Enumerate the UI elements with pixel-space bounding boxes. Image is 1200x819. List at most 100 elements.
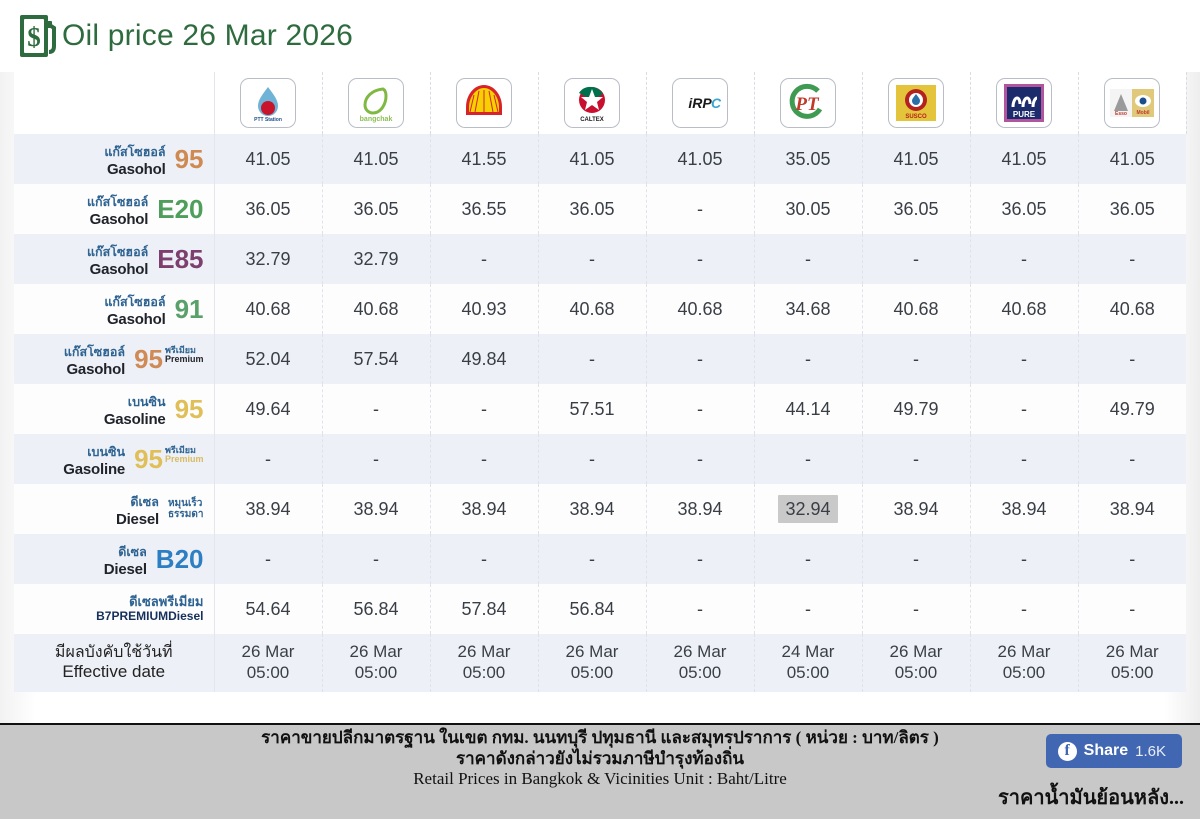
row-label-gasoline-95: เบนซิน Gasoline 95	[14, 384, 215, 434]
price-cell: 40.68	[862, 284, 971, 334]
price-cell: -	[970, 384, 1079, 434]
row-grade: 95	[134, 444, 163, 474]
price-cell: 36.05	[538, 184, 647, 234]
svg-text:PURE: PURE	[1013, 110, 1036, 119]
brand-header-pt[interactable]: PT	[754, 72, 863, 134]
brand-header-esso-mobil[interactable]: Esso Mobil	[1078, 72, 1187, 134]
footer-line-3: Retail Prices in Bangkok & Vicinities Un…	[413, 769, 787, 789]
effective-date-cell: 26 Mar 05:00	[430, 634, 539, 692]
price-cell: -	[862, 334, 971, 384]
row-grade: B20	[155, 544, 204, 574]
row-label-gasohol-95-premium: แก๊สโซฮอล์ Gasohol 95 พรีเมียม Premium	[14, 334, 215, 384]
price-cell: 36.05	[970, 184, 1079, 234]
table-row: แก๊สโซฮอล์ Gasohol 95 พรีเมียม Premium 5…	[14, 334, 1186, 384]
footer-notes: ราคาขายปลีกมาตรฐาน ในเขต กทม. นนทบุรี ปท…	[0, 728, 1200, 790]
price-cell: 52.04	[214, 334, 323, 384]
row-type-en: Gasohol	[89, 211, 149, 228]
price-cell: 40.68	[970, 284, 1079, 334]
effective-date-cell: 26 Mar 05:00	[1105, 642, 1159, 682]
price-cell: -	[970, 534, 1079, 584]
svg-text:iRP: iRP	[688, 95, 712, 111]
price-cell: -	[430, 384, 539, 434]
brand-header-irpc[interactable]: iRP C	[646, 72, 755, 134]
brand-header-bangchak[interactable]: bangchak	[322, 72, 431, 134]
price-cell: -	[646, 184, 755, 234]
price-cell: -	[322, 384, 431, 434]
row-type-th: ดีเซล	[118, 544, 147, 559]
price-cell: -	[1129, 248, 1136, 269]
fuel-pump-icon: $	[18, 12, 60, 60]
price-cell: 38.94	[214, 484, 323, 534]
row-type-en: Gasohol	[89, 261, 149, 278]
price-cell: 41.05	[214, 134, 323, 184]
price-cell: -	[970, 234, 1079, 284]
price-cell: -	[970, 584, 1079, 634]
svg-text:SUSCO: SUSCO	[905, 114, 927, 120]
price-cell: 41.05	[1109, 148, 1155, 169]
price-cell: 41.05	[970, 134, 1079, 184]
price-cell: -	[430, 234, 539, 284]
svg-text:CALTEX: CALTEX	[580, 117, 604, 123]
price-cell: 36.05	[322, 184, 431, 234]
price-cell-highlighted[interactable]: 32.94	[754, 484, 863, 534]
table-row: แก๊สโซฮอล์ Gasohol 91 40.68 40.68 40.93 …	[14, 284, 1186, 334]
brand-header-ptt[interactable]: PTT Station	[214, 72, 323, 134]
brand-header-shell[interactable]	[430, 72, 539, 134]
price-cell: -	[430, 534, 539, 584]
price-cell: 32.79	[214, 234, 323, 284]
row-type-th: แก๊สโซฮอล์	[86, 194, 149, 209]
row-sub-th1: หมุนเร็ว	[167, 498, 203, 509]
svg-text:C: C	[711, 95, 722, 111]
price-cell: 30.05	[754, 184, 863, 234]
row-type-th: ดีเซล	[130, 494, 159, 509]
price-cell: 32.79	[322, 234, 431, 284]
price-cell: 41.05	[538, 134, 647, 184]
brand-header-caltex[interactable]: CALTEX	[538, 72, 647, 134]
price-cell: 40.68	[646, 284, 755, 334]
price-cell: 41.05	[322, 134, 431, 184]
row-type-th: แก๊สโซฮอล์	[104, 144, 166, 159]
price-table-wrap: PTT Station bangchak	[0, 72, 1200, 692]
row-label-diesel: ดีเซล Diesel หมุนเร็ว ธรรมดา	[14, 484, 215, 534]
price-cell: -	[754, 584, 863, 634]
table-row: ดีเซล Diesel หมุนเร็ว ธรรมดา 38.94 38.94…	[14, 484, 1186, 534]
history-prices-link[interactable]: ราคาน้ำมันย้อนหลัง...	[998, 787, 1184, 809]
row-type-en: Gasohol	[106, 311, 166, 328]
price-cell: 49.79	[862, 384, 971, 434]
row-grade-sup-th: พรีเมียม	[164, 345, 196, 355]
price-cell: -	[1129, 348, 1136, 369]
row-type-en: B7PREMIUMDiesel	[96, 608, 204, 623]
price-cell: -	[646, 534, 755, 584]
price-cell: 57.54	[322, 334, 431, 384]
price-cell: 57.51	[538, 384, 647, 434]
row-grade: E85	[157, 244, 204, 274]
row-label-diesel-b20: ดีเซล Diesel B20	[14, 534, 215, 584]
price-table-body: แก๊สโซฮอล์ Gasohol 95 41.05 41.05 41.55 …	[14, 134, 1186, 692]
price-cell: 49.84	[430, 334, 539, 384]
price-cell: -	[646, 384, 755, 434]
price-cell: 40.93	[430, 284, 539, 334]
svg-text:PT: PT	[794, 94, 820, 115]
susco-logo: SUSCO	[888, 78, 944, 128]
footer-bar: ราคาขายปลีกมาตรฐาน ในเขต กทม. นนทบุรี ปท…	[0, 723, 1200, 819]
brand-header-pure[interactable]: PURE	[970, 72, 1079, 134]
row-type-th: แก๊สโซฮอล์	[63, 344, 126, 359]
row-label-gasohol-e85: แก๊สโซฮอล์ Gasohol E85	[14, 234, 215, 284]
row-sub-th2: ธรรมดา	[167, 509, 204, 520]
facebook-share-button[interactable]: f Share 1.6K	[1045, 734, 1182, 768]
price-cell: -	[322, 434, 431, 484]
price-cell: 40.68	[538, 284, 647, 334]
price-cell: -	[754, 534, 863, 584]
price-cell: 41.55	[430, 134, 539, 184]
price-cell: -	[646, 234, 755, 284]
row-type-th: ดีเซลพรีเมียม	[129, 593, 204, 609]
row-type-th: เบนซิน	[87, 444, 126, 459]
effective-label-th: มีผลบังคับใช้วันที่	[54, 643, 173, 661]
price-cell: -	[862, 534, 971, 584]
brand-header-susco[interactable]: SUSCO	[862, 72, 971, 134]
row-type-th: แก๊สโซฮอล์	[104, 294, 166, 309]
price-cell: -	[646, 334, 755, 384]
price-cell: 41.05	[862, 134, 971, 184]
price-cell: -	[538, 334, 647, 384]
footer-line-2: ราคาดังกล่าวยังไม่รวมภาษีบำรุงท้องถิ่น	[456, 748, 744, 768]
